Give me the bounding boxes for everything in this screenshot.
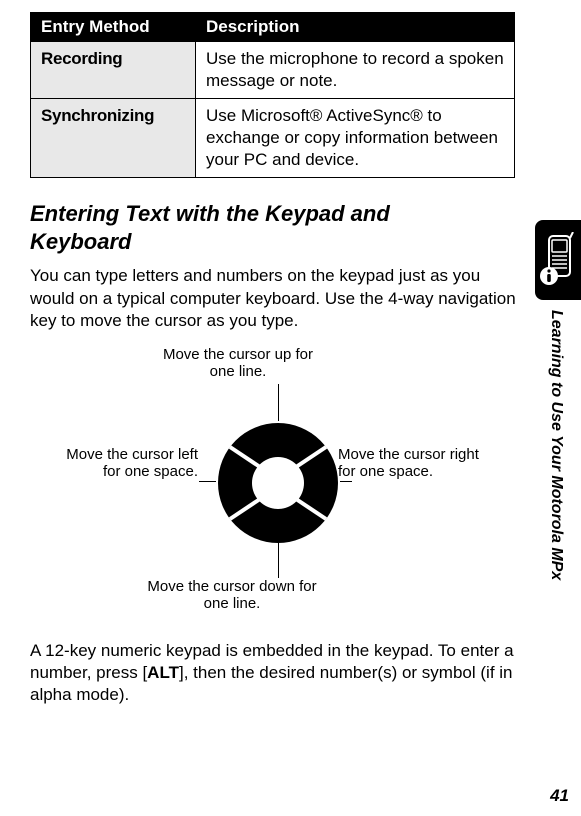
table-header-method: Entry Method bbox=[31, 13, 196, 42]
section-heading: Entering Text with the Keypad and Keyboa… bbox=[30, 200, 490, 255]
connector-line bbox=[278, 384, 279, 421]
label-cursor-right: Move the cursor right for one space. bbox=[338, 446, 488, 481]
phone-info-icon bbox=[540, 232, 576, 288]
chapter-tab bbox=[535, 220, 581, 300]
row-label: Synchronizing bbox=[31, 99, 196, 178]
numeric-keypad-paragraph: A 12-key numeric keypad is embedded in t… bbox=[30, 640, 518, 706]
navigation-key-diagram: Move the cursor up for one line. Move th… bbox=[30, 346, 515, 626]
page-number: 41 bbox=[550, 786, 569, 806]
entry-method-table: Entry Method Description Recording Use t… bbox=[30, 12, 515, 178]
row-label: Recording bbox=[31, 42, 196, 99]
row-description: Use Microsoft® ActiveSync® to exchange o… bbox=[196, 99, 515, 178]
row-description: Use the microphone to record a spoken me… bbox=[196, 42, 515, 99]
connector-line bbox=[278, 542, 279, 578]
label-cursor-up: Move the cursor up for one line. bbox=[158, 346, 318, 381]
chapter-label: Learning to Use Your Motorola MPx bbox=[545, 310, 573, 690]
connector-line bbox=[340, 481, 352, 482]
intro-paragraph: You can type letters and numbers on the … bbox=[30, 265, 518, 331]
table-row: Synchronizing Use Microsoft® ActiveSync®… bbox=[31, 99, 515, 178]
alt-key-label: ALT bbox=[147, 663, 179, 682]
table-header-description: Description bbox=[196, 13, 515, 42]
label-cursor-down: Move the cursor down for one line. bbox=[142, 578, 322, 613]
table-row: Recording Use the microphone to record a… bbox=[31, 42, 515, 99]
chapter-label-text: Learning to Use Your Motorola MPx bbox=[547, 310, 565, 580]
connector-line bbox=[199, 481, 216, 482]
dpad-icon bbox=[216, 421, 340, 545]
label-cursor-left: Move the cursor left for one space. bbox=[48, 446, 198, 481]
